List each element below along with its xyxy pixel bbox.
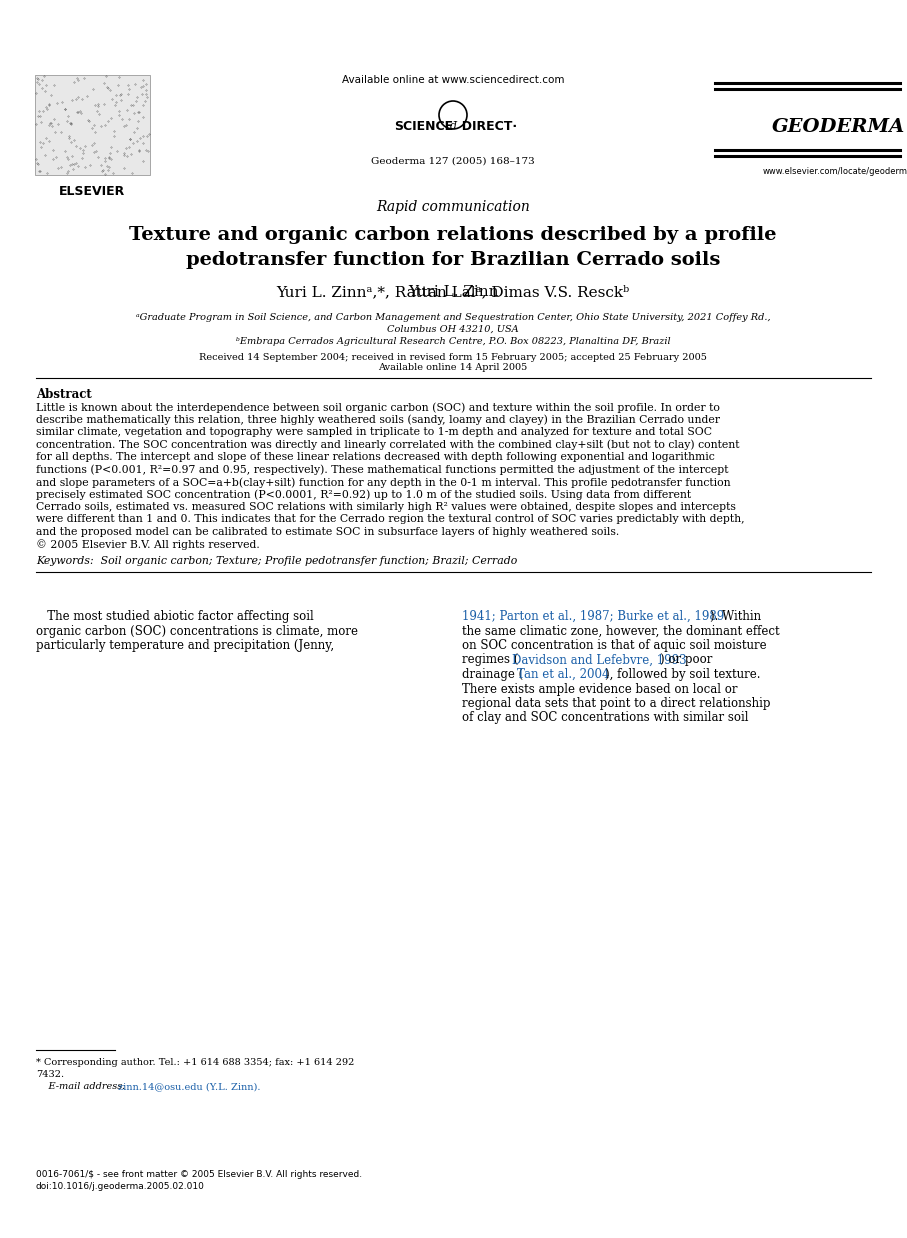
Text: particularly temperature and precipitation (Jenny,: particularly temperature and precipitati… bbox=[36, 639, 334, 652]
Text: were different than 1 and 0. This indicates that for the Cerrado region the text: were different than 1 and 0. This indica… bbox=[36, 515, 745, 525]
Text: of clay and SOC concentrations with similar soil: of clay and SOC concentrations with simi… bbox=[462, 712, 748, 724]
Text: ), followed by soil texture.: ), followed by soil texture. bbox=[605, 669, 760, 681]
Text: GEODERMA: GEODERMA bbox=[771, 118, 904, 136]
Text: Davidson and Lefebvre, 1993: Davidson and Lefebvre, 1993 bbox=[512, 654, 686, 666]
Text: Rapid communication: Rapid communication bbox=[376, 201, 530, 214]
Text: Available online 14 April 2005: Available online 14 April 2005 bbox=[378, 363, 528, 371]
Text: the same climatic zone, however, the dominant effect: the same climatic zone, however, the dom… bbox=[462, 624, 780, 638]
Text: organic carbon (SOC) concentrations is climate, more: organic carbon (SOC) concentrations is c… bbox=[36, 624, 358, 638]
Text: 1941; Parton et al., 1987; Burke et al., 1989: 1941; Parton et al., 1987; Burke et al.,… bbox=[462, 610, 725, 623]
Text: describe mathematically this relation, three highly weathered soils (sandy, loam: describe mathematically this relation, t… bbox=[36, 415, 720, 425]
Text: doi:10.1016/j.geoderma.2005.02.010: doi:10.1016/j.geoderma.2005.02.010 bbox=[36, 1182, 205, 1191]
Text: Columbus OH 43210, USA: Columbus OH 43210, USA bbox=[387, 326, 519, 334]
Text: The most studied abiotic factor affecting soil: The most studied abiotic factor affectin… bbox=[36, 610, 314, 623]
Bar bbox=[35, 76, 150, 175]
Text: Little is known about the interdependence between soil organic carbon (SOC) and : Little is known about the interdependenc… bbox=[36, 402, 720, 412]
Text: Yuri L. Zinn: Yuri L. Zinn bbox=[408, 285, 498, 300]
Text: ᵇEmbrapa Cerrados Agricultural Research Centre, P.O. Box 08223, Planaltina DF, B: ᵇEmbrapa Cerrados Agricultural Research … bbox=[236, 337, 670, 345]
Text: for all depths. The intercept and slope of these linear relations decreased with: for all depths. The intercept and slope … bbox=[36, 452, 715, 462]
Text: Tan et al., 2004: Tan et al., 2004 bbox=[517, 669, 610, 681]
Text: regimes (: regimes ( bbox=[462, 654, 519, 666]
Text: functions (P<0.001, R²=0.97 and 0.95, respectively). These mathematical function: functions (P<0.001, R²=0.97 and 0.95, re… bbox=[36, 464, 728, 475]
Text: Available online at www.sciencedirect.com: Available online at www.sciencedirect.co… bbox=[342, 76, 564, 85]
Text: Geoderma 127 (2005) 168–173: Geoderma 127 (2005) 168–173 bbox=[371, 157, 535, 166]
Text: Cerrado soils, estimated vs. measured SOC relations with similarly high R² value: Cerrado soils, estimated vs. measured SO… bbox=[36, 501, 736, 513]
Text: E-mail address:: E-mail address: bbox=[36, 1082, 129, 1091]
Text: on SOC concentration is that of aquic soil moisture: on SOC concentration is that of aquic so… bbox=[462, 639, 766, 652]
Text: Abstract: Abstract bbox=[36, 387, 92, 401]
Text: www.elsevier.com/locate/geoderma: www.elsevier.com/locate/geoderma bbox=[763, 167, 907, 176]
Text: ᵃGraduate Program in Soil Science, and Carbon Management and Sequestration Cente: ᵃGraduate Program in Soil Science, and C… bbox=[136, 313, 770, 322]
Text: DIRECT·: DIRECT· bbox=[453, 120, 517, 132]
Text: Keywords:  Soil organic carbon; Texture; Profile pedotransfer function; Brazil; : Keywords: Soil organic carbon; Texture; … bbox=[36, 556, 517, 566]
Text: đ: đ bbox=[450, 121, 456, 131]
Text: zinn.14@osu.edu (Y.L. Zinn).: zinn.14@osu.edu (Y.L. Zinn). bbox=[118, 1082, 260, 1091]
Text: ) or poor: ) or poor bbox=[660, 654, 712, 666]
Text: ). Within: ). Within bbox=[709, 610, 761, 623]
Text: drainage (: drainage ( bbox=[462, 669, 523, 681]
Text: 7432.: 7432. bbox=[36, 1070, 64, 1080]
Text: precisely estimated SOC concentration (P<0.0001, R²=0.92) up to 1.0 m of the stu: precisely estimated SOC concentration (P… bbox=[36, 489, 691, 500]
Text: ELSEVIER: ELSEVIER bbox=[59, 184, 125, 198]
Text: and slope parameters of a SOC=a+b(clay+silt) function for any depth in the 0-1 m: and slope parameters of a SOC=a+b(clay+s… bbox=[36, 477, 731, 488]
Text: There exists ample evidence based on local or: There exists ample evidence based on loc… bbox=[462, 682, 737, 696]
Text: similar climate, vegetation and topography were sampled in triplicate to 1-m dep: similar climate, vegetation and topograp… bbox=[36, 427, 712, 437]
Text: * Corresponding author. Tel.: +1 614 688 3354; fax: +1 614 292: * Corresponding author. Tel.: +1 614 688… bbox=[36, 1058, 355, 1067]
Text: Yuri L. Zinnᵃ,*, Rattan Lalᵃ, Dimas V.S. Resckᵇ: Yuri L. Zinnᵃ,*, Rattan Lalᵃ, Dimas V.S.… bbox=[277, 285, 629, 300]
Text: SCIENCE: SCIENCE bbox=[394, 120, 453, 132]
Text: 0016-7061/$ - see front matter © 2005 Elsevier B.V. All rights reserved.: 0016-7061/$ - see front matter © 2005 El… bbox=[36, 1170, 362, 1179]
Text: regional data sets that point to a direct relationship: regional data sets that point to a direc… bbox=[462, 697, 771, 711]
Text: pedotransfer function for Brazilian Cerrado soils: pedotransfer function for Brazilian Cerr… bbox=[186, 251, 720, 269]
Text: Received 14 September 2004; received in revised form 15 February 2005; accepted : Received 14 September 2004; received in … bbox=[199, 353, 707, 361]
Text: © 2005 Elsevier B.V. All rights reserved.: © 2005 Elsevier B.V. All rights reserved… bbox=[36, 540, 259, 550]
Text: and the proposed model can be calibrated to estimate SOC in subsurface layers of: and the proposed model can be calibrated… bbox=[36, 527, 619, 537]
Text: Texture and organic carbon relations described by a profile: Texture and organic carbon relations des… bbox=[130, 227, 776, 244]
Text: concentration. The SOC concentration was directly and linearly correlated with t: concentration. The SOC concentration was… bbox=[36, 439, 739, 451]
